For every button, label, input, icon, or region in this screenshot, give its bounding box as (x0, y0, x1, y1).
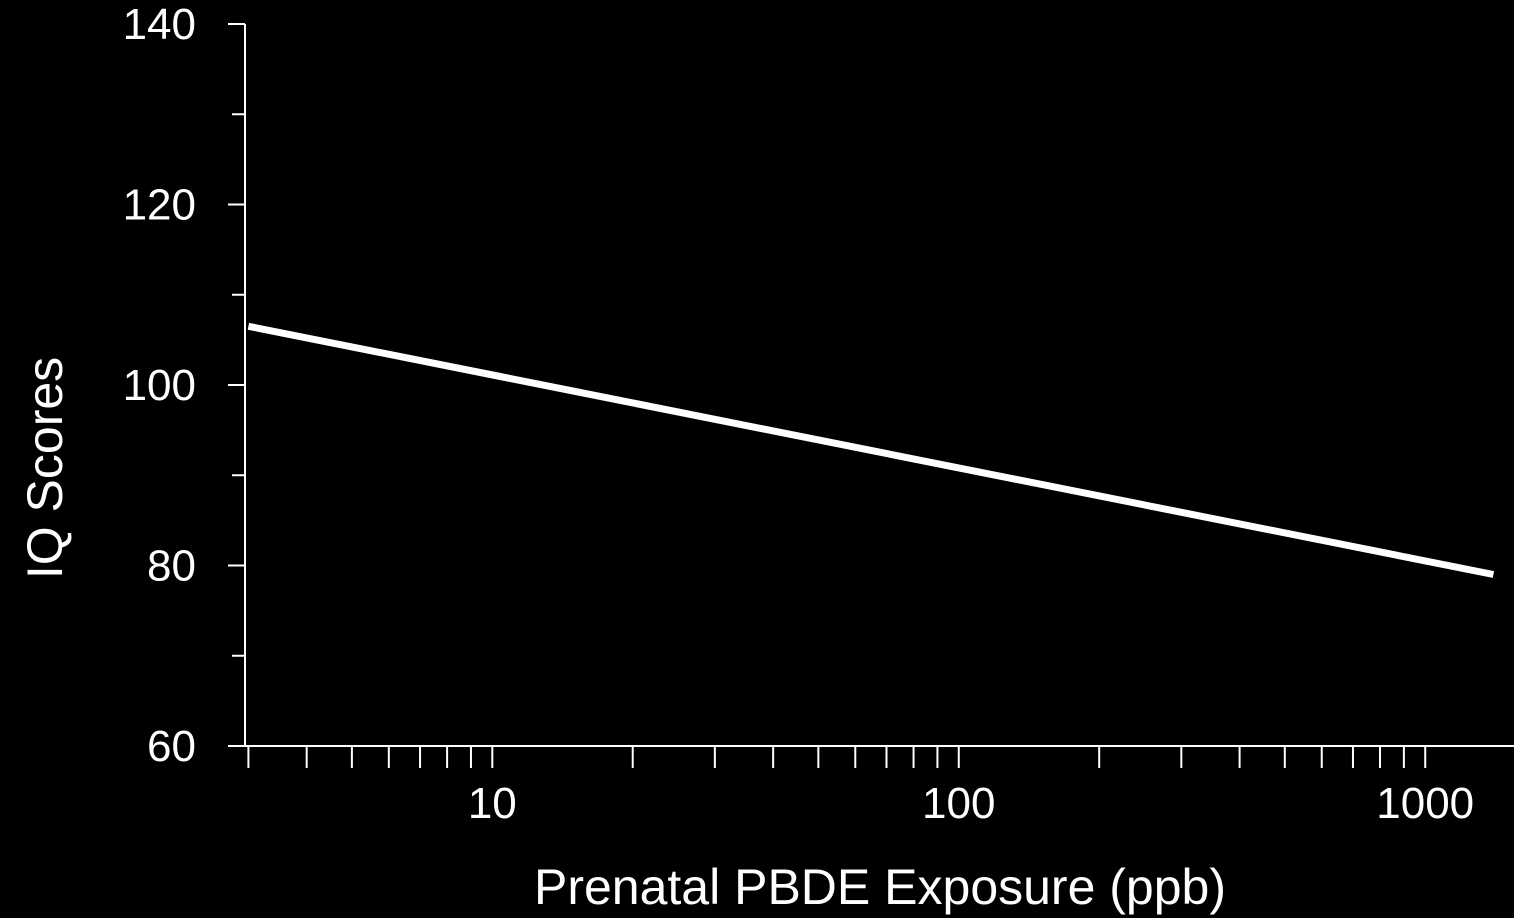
x-tick-label: 100 (922, 779, 995, 828)
series-layer (247, 322, 1495, 578)
y-tick-label: 140 (123, 0, 196, 49)
x-tick-label: 10 (468, 779, 517, 828)
y-axis-title: IQ Scores (17, 357, 73, 579)
y-tick-label: 60 (147, 722, 196, 771)
x-ticks: 10 100 1000 (247, 746, 1474, 828)
y-tick-label: 120 (123, 181, 196, 230)
x-tick-label: 1000 (1376, 779, 1474, 828)
y-tick-label: 80 (147, 542, 196, 591)
series-line (247, 322, 1495, 578)
y-tick-label: 100 (123, 361, 196, 410)
x-axis-title: Prenatal PBDE Exposure (ppb) (534, 859, 1226, 915)
y-ticks: 60 80 100 120 140 (123, 0, 245, 771)
